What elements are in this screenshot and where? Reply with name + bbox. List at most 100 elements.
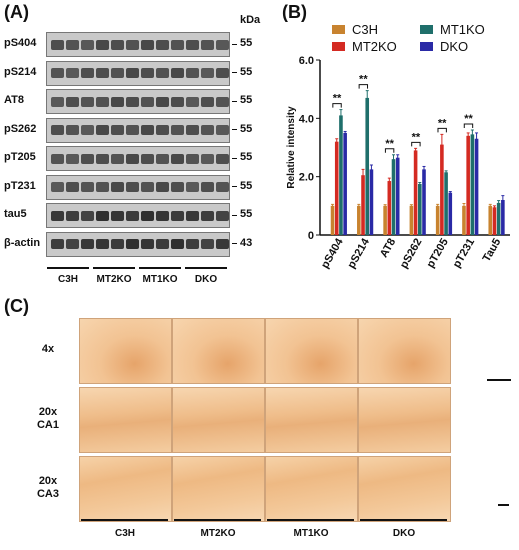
mw-marker-label: 55: [240, 37, 253, 49]
blot-band: [51, 68, 64, 79]
blot-band: [201, 125, 214, 136]
blot-strip: [46, 231, 230, 257]
bar: [365, 97, 370, 236]
blot-band: [141, 96, 154, 107]
mw-marker-tick: [232, 72, 237, 73]
bar: [488, 205, 493, 235]
bar: [422, 169, 426, 235]
x-tick-label: pT231: [451, 237, 477, 271]
histology-group-label: MT1KO: [293, 528, 329, 539]
blot-row-label: β-actin: [4, 236, 41, 249]
blot-group-line: [93, 267, 135, 269]
blot-band: [156, 125, 169, 136]
legend-label: MT2KO: [352, 39, 397, 54]
bar: [395, 157, 400, 235]
blot-group-line: [139, 267, 181, 269]
blot-band: [81, 68, 94, 79]
blot-band: [201, 210, 214, 221]
mw-marker-label: 55: [240, 151, 253, 163]
blot-band: [141, 153, 154, 164]
blot-band: [51, 239, 64, 250]
blot-band: [51, 182, 64, 193]
blot-strip: [46, 89, 230, 114]
panel-label-c: (C): [4, 296, 29, 316]
mw-marker-label: 55: [240, 94, 253, 106]
blot-band: [96, 153, 109, 164]
significance-bracket: [437, 127, 447, 133]
bar: [501, 200, 505, 235]
blot-band: [66, 239, 79, 250]
x-tick-label: pT205: [425, 237, 451, 271]
blot-band: [81, 239, 94, 250]
blot-band: [96, 182, 109, 193]
blot-row-label: pS404: [4, 37, 37, 49]
blot-band: [141, 125, 154, 136]
blot-band: [126, 153, 139, 164]
blot-band: [111, 210, 124, 221]
blot-band: [156, 239, 169, 250]
significance-bracket: [384, 148, 395, 153]
blot-band: [126, 96, 139, 107]
legend-swatch: [420, 25, 433, 34]
histology-panel: 4x 20x CA1 20x CA3 C3H MT2KO MT1KO DKO: [0, 318, 519, 550]
bar: [496, 202, 501, 235]
histology-group-label: DKO: [392, 528, 416, 539]
blot-band: [141, 239, 154, 250]
scale-bar-4x: [487, 379, 511, 381]
bar: [330, 205, 335, 235]
blot-band: [51, 153, 64, 164]
blot-band: [51, 39, 64, 50]
blot-strip: [46, 203, 230, 228]
histology-image: [265, 456, 358, 522]
blot-band: [126, 68, 139, 79]
blot-band: [111, 239, 124, 250]
bar: [387, 181, 392, 235]
blot-band: [66, 96, 79, 107]
legend-swatch: [332, 25, 345, 34]
histology-image: [79, 318, 172, 384]
panel-label-b: (B): [282, 2, 307, 22]
blot-band: [201, 239, 214, 250]
blot-strip: [46, 146, 230, 171]
bar: [444, 172, 448, 235]
bar: [409, 205, 414, 235]
blot-band: [66, 153, 79, 164]
blot-band: [111, 182, 124, 193]
blot-band: [126, 39, 139, 50]
legend-label: DKO: [440, 39, 468, 54]
blot-band: [201, 182, 214, 193]
blot-band: [126, 239, 139, 250]
bar: [440, 144, 444, 235]
mw-marker-tick: [232, 157, 237, 159]
blot-band: [156, 182, 169, 193]
bar: [383, 205, 387, 235]
significance-label: **: [464, 113, 473, 125]
blot-band: [171, 39, 184, 50]
significance-bracket: [332, 103, 342, 108]
blot-band: [171, 125, 184, 136]
blot-band: [186, 96, 199, 107]
blot-band: [81, 96, 94, 107]
blot-band: [81, 153, 94, 164]
blot-group-line: [185, 267, 227, 269]
histology-image: [358, 318, 451, 384]
blot-band: [171, 68, 184, 79]
histology-image: [172, 318, 265, 384]
blot-band: [216, 210, 229, 221]
blot-band: [171, 96, 184, 107]
x-tick-label: Tau5: [481, 237, 504, 265]
blot-band: [141, 39, 154, 50]
bar: [413, 150, 418, 235]
histology-image: [172, 456, 265, 522]
histology-image: [172, 387, 265, 453]
x-tick-label: pS262: [398, 237, 425, 271]
y-axis-label: Relative intensity: [286, 106, 297, 189]
blot-band: [126, 182, 139, 193]
blot-band: [111, 39, 124, 50]
x-tick-label: pS404: [319, 236, 346, 271]
bar: [435, 205, 440, 235]
blot-band: [156, 68, 169, 79]
blot-band: [141, 210, 154, 221]
blot-band: [201, 96, 214, 107]
bar: [357, 205, 361, 235]
